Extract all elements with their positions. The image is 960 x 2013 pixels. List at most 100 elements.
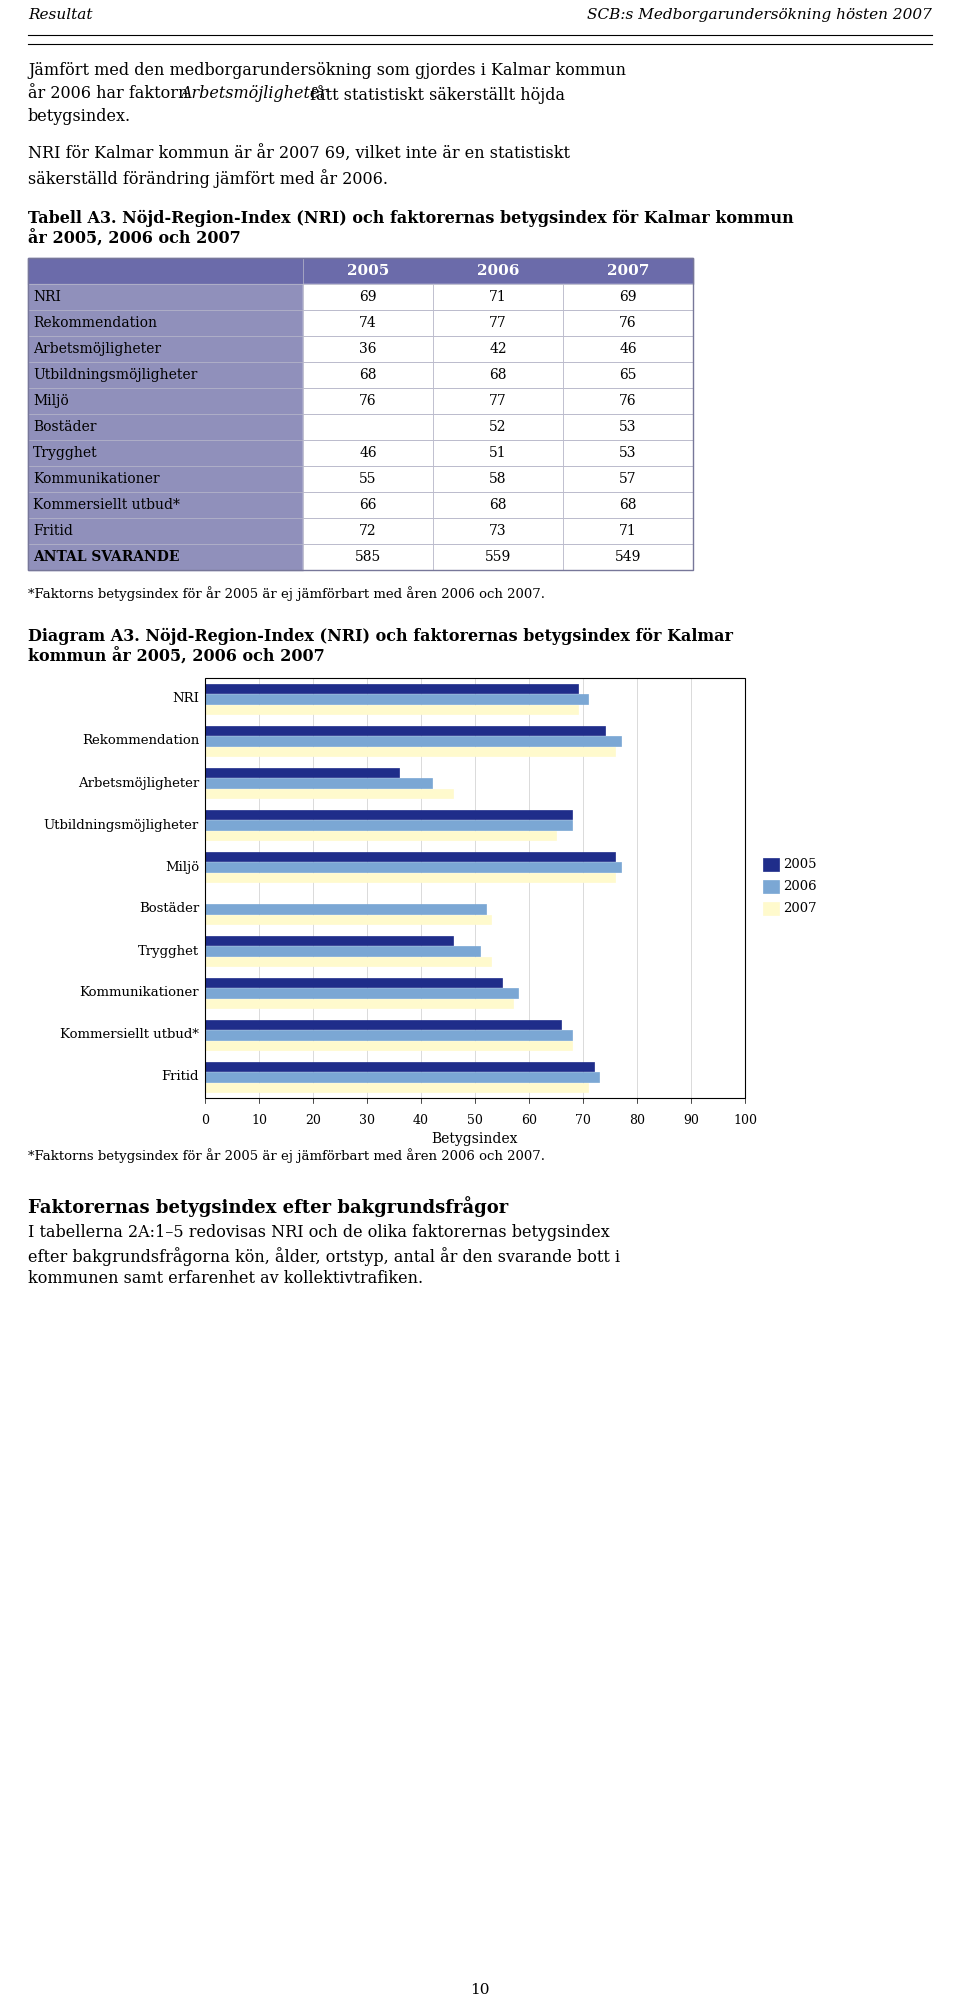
Text: 68: 68	[490, 497, 507, 511]
Text: 20: 20	[305, 1113, 321, 1127]
Text: Arbetsmöjligheter: Arbetsmöjligheter	[78, 777, 199, 789]
Text: 74: 74	[359, 316, 377, 330]
Bar	[303, 362, 433, 389]
Bar	[433, 441, 563, 465]
Text: efter bakgrundsfrågorna kön, ålder, ortstyp, antal år den svarande bott i: efter bakgrundsfrågorna kön, ålder, orts…	[28, 1246, 620, 1266]
Bar	[303, 465, 433, 491]
Bar	[563, 491, 693, 517]
Bar	[433, 389, 563, 415]
Bar	[28, 310, 303, 336]
Bar	[205, 831, 556, 839]
Text: 80: 80	[629, 1113, 645, 1127]
Bar	[563, 284, 693, 310]
Bar	[433, 310, 563, 336]
Bar	[563, 465, 693, 491]
Text: 76: 76	[359, 395, 377, 409]
Text: Arbetsmöjligheter: Arbetsmöjligheter	[180, 85, 327, 103]
Text: 549: 549	[614, 550, 641, 564]
Text: 10: 10	[470, 1983, 490, 1997]
Bar	[433, 491, 563, 517]
Bar	[303, 389, 433, 415]
Bar	[28, 258, 693, 570]
Bar	[433, 544, 563, 570]
Bar	[563, 362, 693, 389]
Bar	[303, 389, 433, 415]
Bar	[28, 389, 303, 415]
Bar	[205, 904, 486, 914]
Text: 559: 559	[485, 550, 511, 564]
Text: 36: 36	[359, 342, 376, 356]
Bar	[205, 779, 432, 787]
Text: 585: 585	[355, 550, 381, 564]
Bar	[303, 284, 433, 310]
Text: 52: 52	[490, 421, 507, 435]
Text: Kommersiellt utbud*: Kommersiellt utbud*	[33, 497, 180, 511]
Text: 60: 60	[521, 1113, 537, 1127]
Bar	[303, 544, 433, 570]
Bar	[303, 491, 433, 517]
Bar	[563, 389, 693, 415]
Text: Bostäder: Bostäder	[33, 421, 97, 435]
Bar	[303, 336, 433, 362]
Bar	[433, 465, 563, 491]
Text: 2005: 2005	[347, 264, 389, 278]
Bar	[433, 415, 563, 441]
Bar	[205, 914, 492, 924]
Bar	[563, 310, 693, 336]
Bar	[205, 705, 578, 715]
Text: *Faktorns betygsindex för år 2005 är ej jämförbart med åren 2006 och 2007.: *Faktorns betygsindex för år 2005 är ej …	[28, 1147, 545, 1164]
Text: Tabell A3. Nöjd-Region-Index (NRI) och faktorernas betygsindex för Kalmar kommun: Tabell A3. Nöjd-Region-Index (NRI) och f…	[28, 209, 794, 227]
Bar	[433, 284, 563, 310]
Text: Diagram A3. Nöjd-Region-Index (NRI) och faktorernas betygsindex för Kalmar: Diagram A3. Nöjd-Region-Index (NRI) och …	[28, 628, 733, 644]
Text: 42: 42	[490, 342, 507, 356]
Bar	[205, 1073, 599, 1081]
Bar	[303, 544, 433, 570]
Bar	[303, 517, 433, 544]
Text: 68: 68	[490, 368, 507, 382]
Text: 2006: 2006	[783, 880, 817, 894]
Bar	[563, 336, 693, 362]
Bar	[28, 517, 303, 544]
Text: Utbildningsmöjligheter: Utbildningsmöjligheter	[44, 819, 199, 831]
Bar	[205, 862, 621, 872]
Bar	[303, 517, 433, 544]
Bar	[433, 465, 563, 491]
Text: Arbetsmöjligheter: Arbetsmöjligheter	[33, 342, 161, 356]
Text: Fritid: Fritid	[33, 523, 73, 537]
Text: 66: 66	[359, 497, 376, 511]
Text: 68: 68	[619, 497, 636, 511]
Bar	[28, 491, 303, 517]
Text: 10: 10	[251, 1113, 267, 1127]
Bar	[303, 310, 433, 336]
Bar	[303, 415, 433, 441]
Bar	[563, 441, 693, 465]
Text: 51: 51	[490, 447, 507, 461]
Bar	[205, 678, 745, 1097]
Text: 77: 77	[490, 316, 507, 330]
Text: 55: 55	[359, 471, 376, 485]
Bar	[433, 362, 563, 389]
Bar	[205, 936, 453, 946]
Text: Trygghet: Trygghet	[138, 944, 199, 958]
Text: Rekommendation: Rekommendation	[33, 316, 157, 330]
Text: betygsindex.: betygsindex.	[28, 109, 132, 125]
Text: år 2006 har faktorn: år 2006 har faktorn	[28, 85, 194, 103]
Text: ANTAL SVARANDE: ANTAL SVARANDE	[33, 550, 180, 564]
Bar	[205, 769, 399, 777]
Bar	[205, 1021, 562, 1029]
Text: Kommunikationer: Kommunikationer	[33, 471, 159, 485]
Bar	[433, 362, 563, 389]
Bar	[205, 727, 605, 735]
Text: Jämfört med den medborgarundersökning som gjordes i Kalmar kommun: Jämfört med den medborgarundersökning so…	[28, 62, 626, 79]
Bar	[205, 956, 492, 966]
Text: SCB:s Medborgarundersökning hösten 2007: SCB:s Medborgarundersökning hösten 2007	[588, 8, 932, 22]
Bar	[303, 491, 433, 517]
Text: 53: 53	[619, 447, 636, 461]
Bar	[563, 517, 693, 544]
Text: 2005: 2005	[783, 858, 817, 872]
Text: Miljö: Miljö	[33, 395, 69, 409]
Bar	[303, 441, 433, 465]
Bar	[205, 874, 615, 882]
Bar	[563, 517, 693, 544]
Text: 30: 30	[359, 1113, 375, 1127]
